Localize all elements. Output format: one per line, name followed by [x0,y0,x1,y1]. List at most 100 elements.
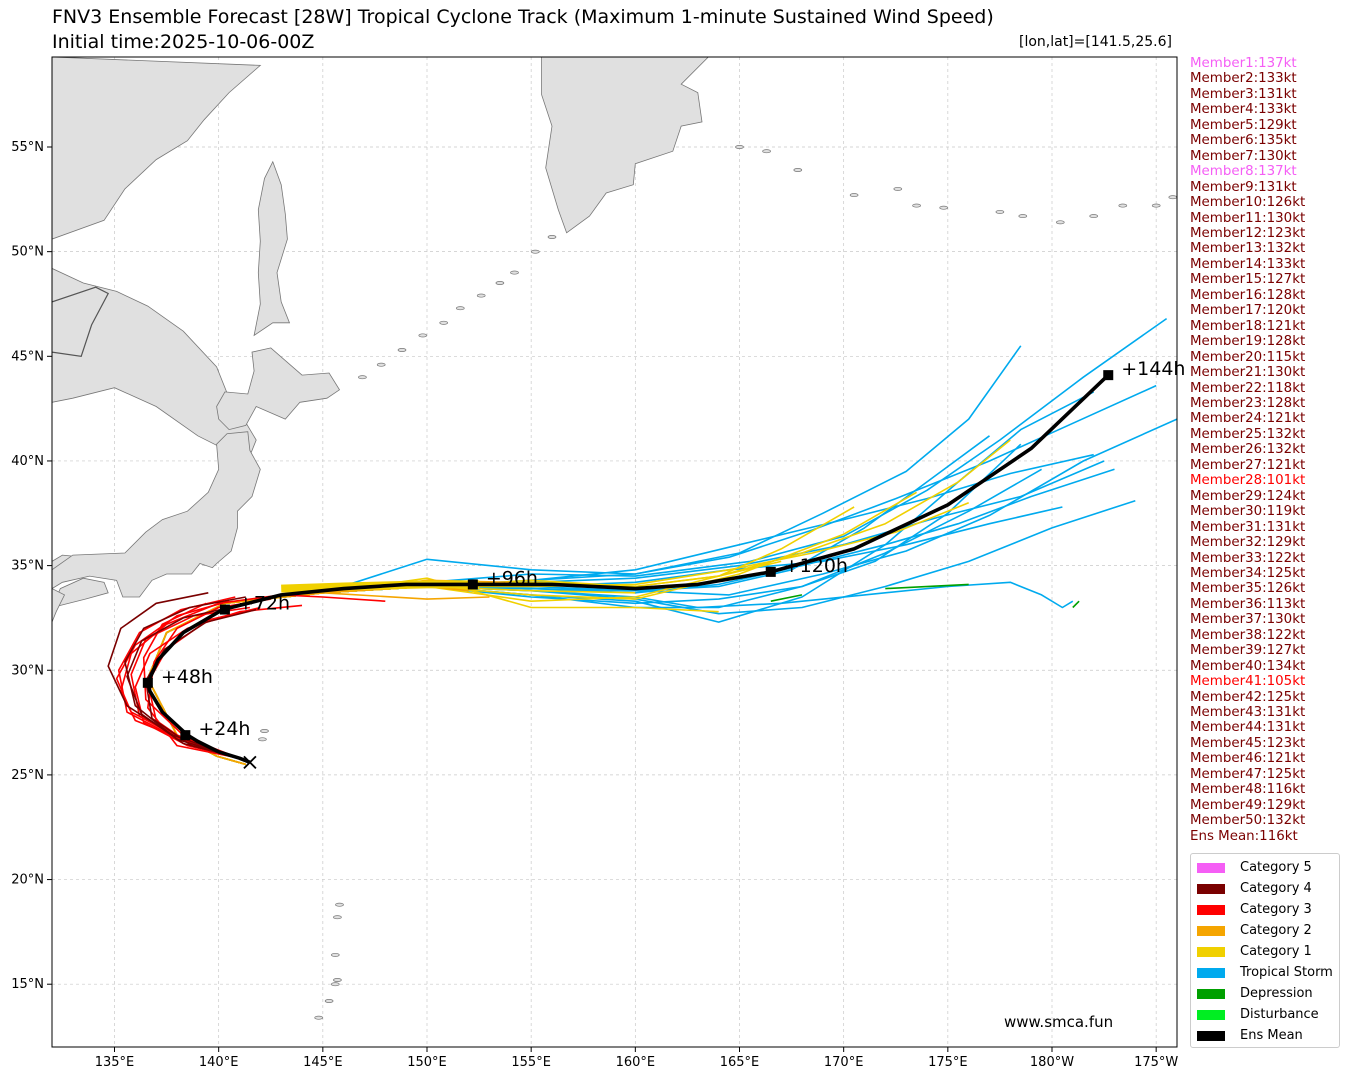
member-intensity: Member8:137kt [1190,164,1297,180]
legend: Category 5 Category 4 Category 3 Category 2… [1190,853,1340,1048]
member-intensity: Member4:133kt [1190,102,1297,118]
member-intensity: Member21:130kt [1190,365,1306,381]
member-intensity: Member36:113kt [1190,596,1306,612]
islet [260,729,269,733]
time-marker-label: +48h [161,666,213,688]
time-marker [1103,370,1114,381]
legend-swatch [1197,904,1225,915]
member-intensity: Member11:130kt [1190,210,1306,226]
islet [376,362,386,367]
time-marker-label: +24h [198,718,250,740]
member-track [770,594,803,602]
member-intensity: Member27:121kt [1190,457,1306,473]
x-tick-label: 150°E [407,1055,447,1070]
ens-mean-line [146,373,1110,764]
islet [547,235,557,239]
land-border [52,286,110,357]
initial-position-marker [243,755,257,769]
legend-label: Ens Mean [1240,1028,1303,1043]
member-intensity: Member10:126kt [1190,195,1306,211]
member-intensity: Member20:115kt [1190,349,1306,365]
land-sakhalin [253,160,291,337]
time-marker-label: +120h [784,555,848,577]
member-intensity: Member34:125kt [1190,565,1306,581]
x-tick-label: 175°E [928,1055,968,1070]
legend-item: Depression [1197,983,1313,1004]
x-tick-label: 140°E [199,1055,239,1070]
islet [258,737,267,742]
time-marker-label: +96h [486,567,538,589]
member-intensity: Member14:133kt [1190,256,1306,272]
x-tick-label: 175°W [1134,1055,1178,1070]
legend-item: Ens Mean [1197,1025,1303,1046]
member-intensity: Member26:132kt [1190,442,1306,458]
legend-label: Category 3 [1240,902,1312,917]
y-tick-label: 25°N [11,768,44,783]
legend-swatch [1197,925,1225,936]
legend-swatch [1197,946,1225,957]
plot-frame [51,56,1178,1048]
member-track [126,604,240,759]
member-track [885,583,969,590]
time-marker-label: +144h [1121,358,1185,380]
islet [397,348,407,352]
islet [510,270,519,275]
land-kamchatka [541,57,709,234]
islet [418,333,428,338]
islet [849,193,859,198]
member-intensity: Member50:132kt [1190,813,1306,829]
member-intensity: Member22:118kt [1190,380,1306,396]
land-masses [52,57,1177,1020]
legend-item: Category 3 [1197,899,1312,920]
islet [995,209,1005,214]
member-intensity: Member49:129kt [1190,797,1306,813]
time-marker [180,730,191,741]
islet [762,149,771,154]
islet [1055,220,1065,225]
legend-swatch [1197,1030,1225,1041]
islet [495,281,505,285]
member-intensity: Member28:101kt [1190,473,1306,489]
member-intensity: Member30:119kt [1190,504,1306,520]
islet [793,168,803,172]
member-intensity: Member16:128kt [1190,287,1306,303]
member-intensity: Member19:128kt [1190,334,1306,350]
member-intensity: Member9:131kt [1190,179,1297,195]
member-intensity: Member31:131kt [1190,519,1306,535]
member-intensity: Member44:131kt [1190,720,1306,736]
islet [1089,214,1099,219]
member-intensity: Member40:134kt [1190,658,1306,674]
member-track [1072,600,1080,609]
member-intensity: Member41:105kt [1190,674,1306,690]
x-tick-label: 180°W [1030,1055,1074,1070]
y-tick-label: 20°N [11,873,44,888]
member-intensity: Member33:122kt [1190,550,1306,566]
land-kyushu-part [52,588,66,623]
islet [1151,203,1161,208]
member-intensity: Member18:121kt [1190,318,1306,334]
y-tick-label: 50°N [11,245,44,260]
member-intensity: Member24:121kt [1190,411,1306,427]
member-intensity: Member47:125kt [1190,766,1306,782]
member-intensity: Member5:129kt [1190,117,1297,133]
member-track [147,598,271,759]
legend-item: Disturbance [1197,1004,1319,1025]
member-intensity: Ens Mean:116kt [1190,828,1298,844]
y-tick-label: 30°N [11,663,44,678]
islet [1118,203,1128,208]
islet [314,1015,324,1020]
islet [912,203,921,208]
islet [735,145,744,149]
legend-item: Category 2 [1197,920,1312,941]
x-tick-label: 165°E [720,1055,760,1070]
islet [324,999,334,1003]
member-intensity: Member42:125kt [1190,689,1306,705]
member-intensity: Member32:129kt [1190,535,1306,551]
legend-item: Category 5 [1197,857,1312,878]
legend-item: Category 1 [1197,941,1312,962]
member-intensity: Member2:133kt [1190,71,1297,87]
legend-swatch [1197,967,1225,978]
ensemble-mean-track [142,370,1114,769]
legend-label: Category 1 [1240,944,1312,959]
